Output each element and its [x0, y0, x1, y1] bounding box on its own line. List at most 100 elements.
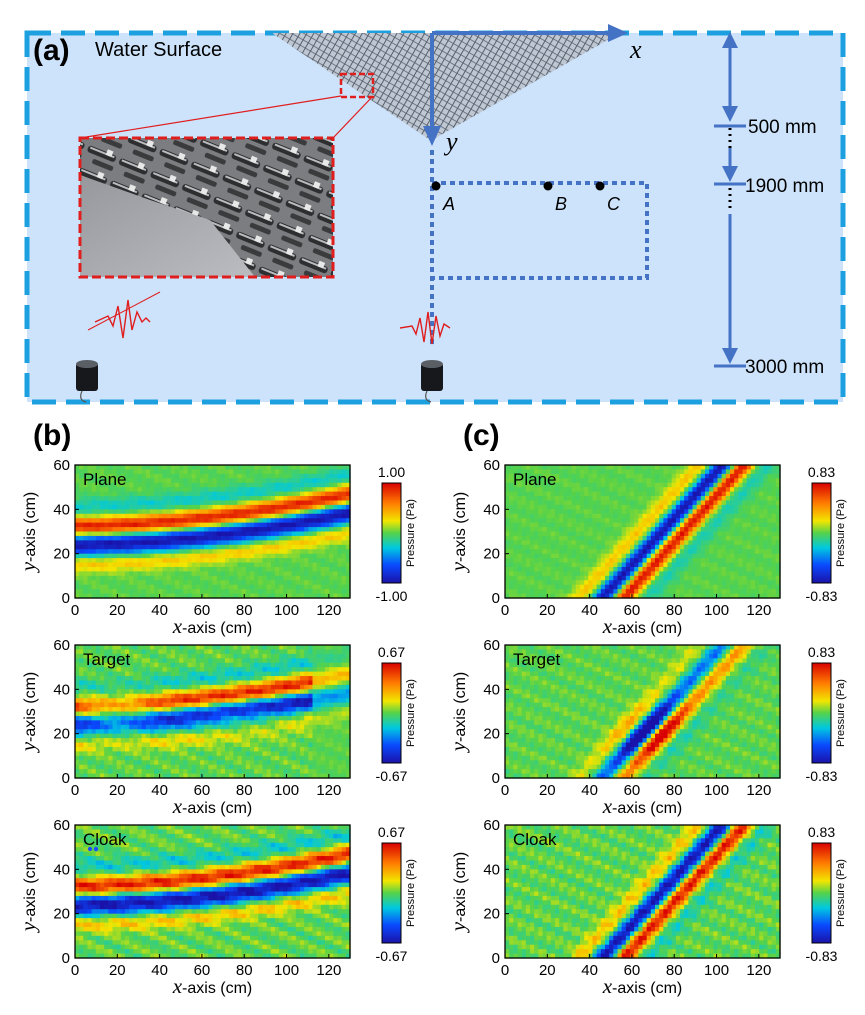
cloak-mesh-right: [432, 33, 620, 140]
heatmap-cell: [208, 711, 214, 717]
heatmap-cell: [266, 473, 272, 479]
heatmap-cell: [79, 478, 84, 484]
heatmap-cell: [187, 944, 193, 950]
heatmap-cell: [333, 527, 339, 533]
heatmap-cell: [170, 842, 176, 848]
heatmap-cell: [320, 773, 326, 779]
heatmap-cell: [183, 882, 189, 888]
heatmap-cell: [75, 773, 80, 779]
heatmap-cell: [187, 891, 193, 897]
heatmap-cell: [254, 769, 259, 775]
heatmap-cell: [216, 562, 222, 568]
heatmap-cell: [95, 764, 101, 770]
heatmap-cell: [129, 873, 134, 879]
heatmap-cell: [129, 473, 134, 479]
heatmap-cell: [116, 478, 122, 484]
heatmap-cell: [241, 580, 247, 586]
heatmap-cell: [137, 751, 143, 757]
heatmap-cell: [262, 760, 268, 766]
heatmap-cell: [204, 509, 209, 515]
heatmap-cell: [341, 738, 347, 744]
heatmap-cell: [262, 729, 268, 735]
heatmap-cell: [283, 513, 289, 519]
heatmap-cell: [79, 540, 84, 546]
heatmap-cell: [308, 729, 314, 735]
heatmap-cell: [166, 909, 172, 915]
heatmap-cell: [125, 751, 130, 757]
heatmap-cell: [262, 593, 268, 599]
heatmap-cell: [112, 755, 118, 761]
heatmap-cell: [75, 693, 80, 699]
heatmap-cell: [183, 922, 189, 928]
heatmap-cell: [295, 487, 301, 493]
heatmap-cell: [79, 733, 84, 739]
heatmap-cell: [208, 746, 214, 752]
heatmap-cell: [262, 522, 268, 528]
heatmap-cell: [154, 487, 159, 493]
heatmap-cell: [308, 469, 314, 475]
heatmap-cell: [295, 755, 301, 761]
heatmap-cell: [150, 904, 155, 910]
heatmap-cell: [87, 856, 93, 862]
heatmap-cell: [108, 593, 114, 599]
heatmap-cell: [241, 671, 247, 677]
heatmap-cell: [87, 742, 93, 748]
heatmap-cell: [283, 742, 289, 748]
heatmap-cell: [166, 473, 172, 479]
point-a-label: A: [442, 194, 455, 214]
heatmap-cell: [345, 724, 351, 730]
heatmap-cell: [295, 649, 301, 655]
heatmap-cell: [237, 769, 243, 775]
heatmap-cell: [266, 738, 272, 744]
heatmap-cell: [154, 729, 159, 735]
heatmap-cell: [270, 593, 276, 599]
heatmap-cell: [204, 645, 209, 651]
heatmap-cell: [250, 680, 255, 686]
heatmap-cell: [137, 473, 143, 479]
heatmap-cell: [145, 733, 151, 739]
heatmap-cell: [116, 913, 122, 919]
heatmap-cell: [275, 711, 280, 717]
heatmap-cell: [333, 693, 339, 699]
heatmap-cell: [133, 760, 139, 766]
heatmap-cell: [162, 838, 168, 844]
heatmap-cell: [79, 473, 84, 479]
heatmap-cell: [300, 500, 305, 506]
heatmap-cell: [187, 935, 193, 941]
heatmap-cell: [95, 693, 101, 699]
heatmap-cell: [329, 487, 334, 493]
heatmap-cell: [291, 535, 297, 541]
heatmap-cell: [258, 689, 264, 695]
heatmap-cell: [108, 558, 114, 564]
heatmap-cell: [179, 571, 184, 577]
heatmap-cell: [200, 887, 205, 893]
heatmap-cell: [345, 491, 351, 497]
heatmap-cell: [133, 847, 139, 853]
heatmap-cell: [125, 949, 130, 955]
heatmap-cell: [262, 571, 268, 577]
heatmap-cell: [87, 653, 93, 659]
heatmap-cell: [208, 662, 214, 668]
heatmap-cell: [229, 738, 234, 744]
heatmap-cell: [133, 645, 139, 651]
heatmap-cell: [137, 825, 143, 831]
heatmap-cell: [287, 527, 293, 533]
heatmap-cell: [316, 693, 322, 699]
heatmap-cell: [112, 649, 118, 655]
heatmap-cell: [137, 873, 143, 879]
heatmap-cell: [212, 662, 218, 668]
heatmap-cell: [216, 584, 222, 590]
heatmap-cell: [200, 702, 205, 708]
heatmap-cell: [125, 566, 130, 572]
heatmap-cell: [308, 527, 314, 533]
heatmap-cell: [241, 465, 247, 471]
heatmap-cell: [245, 553, 251, 559]
heatmap-cell: [204, 649, 209, 655]
heatmap-cell: [333, 720, 339, 726]
heatmap-cell: [300, 575, 305, 581]
heatmap-cell: [275, 540, 280, 546]
heatmap-cell: [250, 662, 255, 668]
heatmap-cell: [108, 864, 114, 870]
heatmap-cell: [179, 469, 184, 475]
heatmap-cell: [250, 671, 255, 677]
